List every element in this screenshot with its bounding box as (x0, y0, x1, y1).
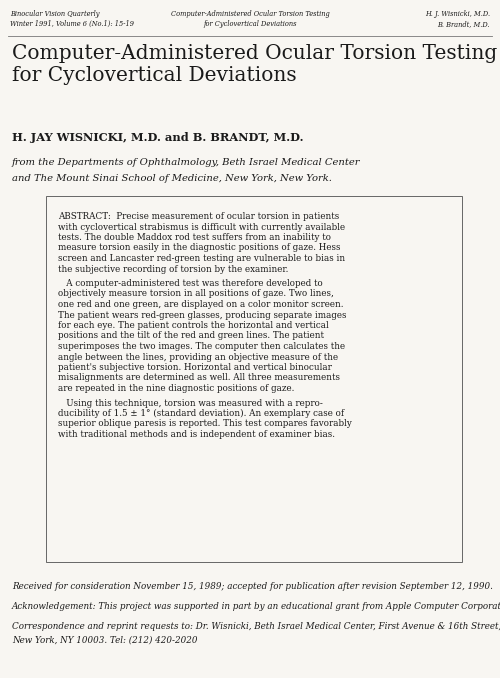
Text: with traditional methods and is independent of examiner bias.: with traditional methods and is independ… (58, 430, 335, 439)
Text: and The Mount Sinai School of Medicine, New York, New York.: and The Mount Sinai School of Medicine, … (12, 174, 332, 183)
Text: The patient wears red-green glasses, producing separate images: The patient wears red-green glasses, pro… (58, 311, 346, 319)
Text: the subjective recording of torsion by the examiner.: the subjective recording of torsion by t… (58, 264, 288, 273)
Text: one red and one green, are displayed on a color monitor screen.: one red and one green, are displayed on … (58, 300, 344, 309)
Text: are repeated in the nine diagnostic positions of gaze.: are repeated in the nine diagnostic posi… (58, 384, 294, 393)
Text: New York, NY 10003. Tel: (212) 420-2020: New York, NY 10003. Tel: (212) 420-2020 (12, 636, 198, 645)
Text: B. Brandt, M.D.: B. Brandt, M.D. (438, 20, 490, 28)
Text: objectively measure torsion in all positions of gaze. Two lines,: objectively measure torsion in all posit… (58, 290, 334, 298)
Text: superior oblique paresis is reported. This test compares favorably: superior oblique paresis is reported. Th… (58, 420, 352, 428)
Text: ABSTRACT:  Precise measurement of ocular torsion in patients: ABSTRACT: Precise measurement of ocular … (58, 212, 339, 221)
Text: ducibility of 1.5 ± 1° (standard deviation). An exemplary case of: ducibility of 1.5 ± 1° (standard deviati… (58, 409, 344, 418)
Text: Computer-Administered Ocular Torsion Testing: Computer-Administered Ocular Torsion Tes… (170, 10, 330, 18)
Text: for Cyclovertical Deviations: for Cyclovertical Deviations (203, 20, 297, 28)
Text: misalignments are determined as well. All three measurements: misalignments are determined as well. Al… (58, 374, 340, 382)
Text: Received for consideration November 15, 1989; accepted for publication after rev: Received for consideration November 15, … (12, 582, 493, 591)
Text: superimposes the two images. The computer then calculates the: superimposes the two images. The compute… (58, 342, 345, 351)
Text: screen and Lancaster red-green testing are vulnerable to bias in: screen and Lancaster red-green testing a… (58, 254, 345, 263)
Text: positions and the tilt of the red and green lines. The patient: positions and the tilt of the red and gr… (58, 332, 324, 340)
Text: tests. The double Maddox rod test suffers from an inability to: tests. The double Maddox rod test suffer… (58, 233, 331, 242)
Text: for each eye. The patient controls the horizontal and vertical: for each eye. The patient controls the h… (58, 321, 329, 330)
Text: patient's subjective torsion. Horizontal and vertical binocular: patient's subjective torsion. Horizontal… (58, 363, 332, 372)
Text: A computer-administered test was therefore developed to: A computer-administered test was therefo… (58, 279, 323, 288)
Text: Computer-Administered Ocular Torsion Testing
for Cyclovertical Deviations: Computer-Administered Ocular Torsion Tes… (12, 44, 497, 85)
Text: with cyclovertical strabismus is difficult with currently available: with cyclovertical strabismus is difficu… (58, 222, 345, 231)
Bar (46, 196, 462, 562)
Text: Correspondence and reprint requests to: Dr. Wisnicki, Beth Israel Medical Center: Correspondence and reprint requests to: … (12, 622, 500, 631)
Text: from the Departments of Ophthalmology, Beth Israel Medical Center: from the Departments of Ophthalmology, B… (12, 158, 360, 167)
Text: Binocular Vision Quarterly: Binocular Vision Quarterly (10, 10, 100, 18)
Text: measure torsion easily in the diagnostic positions of gaze. Hess: measure torsion easily in the diagnostic… (58, 243, 341, 252)
Text: angle between the lines, providing an objective measure of the: angle between the lines, providing an ob… (58, 353, 338, 361)
Text: Using this technique, torsion was measured with a repro-: Using this technique, torsion was measur… (58, 399, 323, 407)
Text: Winter 1991, Volume 6 (No.1): 15-19: Winter 1991, Volume 6 (No.1): 15-19 (10, 20, 134, 28)
Text: H. J. Wisnicki, M.D.: H. J. Wisnicki, M.D. (425, 10, 490, 18)
Text: Acknowledgement: This project was supported in part by an educational grant from: Acknowledgement: This project was suppor… (12, 602, 500, 611)
Text: H. JAY WISNICKI, M.D. and B. BRANDT, M.D.: H. JAY WISNICKI, M.D. and B. BRANDT, M.D… (12, 132, 304, 143)
